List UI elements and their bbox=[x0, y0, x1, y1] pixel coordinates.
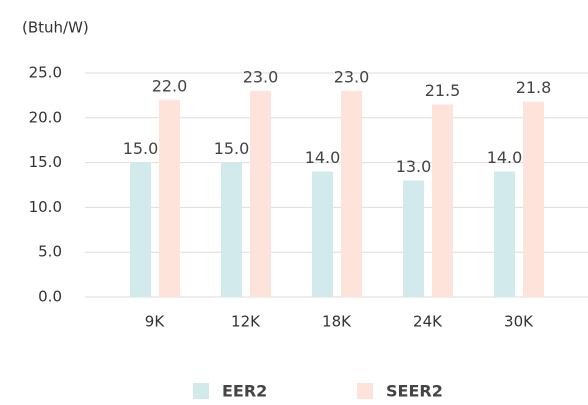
x-tick-label: 18K bbox=[322, 313, 352, 331]
y-tick-label: 5.0 bbox=[38, 243, 62, 261]
bar bbox=[130, 162, 151, 297]
x-tick-label: 30K bbox=[504, 313, 534, 331]
bar bbox=[432, 104, 453, 297]
value-label: 14.0 bbox=[487, 148, 523, 167]
value-label: 15.0 bbox=[214, 139, 250, 158]
bar bbox=[494, 171, 515, 297]
legend-swatch bbox=[357, 383, 373, 399]
value-label: 14.0 bbox=[305, 148, 341, 167]
bar bbox=[523, 101, 544, 297]
legend-label: SEER2 bbox=[386, 382, 443, 401]
bar bbox=[403, 180, 424, 297]
value-label: 22.0 bbox=[152, 76, 188, 95]
x-tick-label: 9K bbox=[145, 313, 166, 331]
y-axis-label: (Btuh/W) bbox=[22, 19, 89, 37]
y-tick-label: 0.0 bbox=[38, 288, 62, 306]
x-tick-label: 12K bbox=[231, 313, 261, 331]
value-label: 21.5 bbox=[425, 81, 461, 100]
legend-label: EER2 bbox=[222, 382, 267, 401]
bar bbox=[250, 90, 271, 297]
bar bbox=[159, 99, 180, 297]
value-label: 15.0 bbox=[123, 139, 159, 158]
value-label: 23.0 bbox=[243, 67, 279, 86]
y-tick-label: 25.0 bbox=[29, 64, 62, 82]
value-label: 23.0 bbox=[334, 67, 370, 86]
y-tick-label: 15.0 bbox=[29, 153, 62, 171]
legend-swatch bbox=[193, 383, 209, 399]
value-label: 21.8 bbox=[516, 78, 552, 97]
bar bbox=[221, 162, 242, 297]
y-tick-label: 20.0 bbox=[29, 108, 62, 126]
bar bbox=[341, 90, 362, 297]
value-label: 13.0 bbox=[396, 157, 432, 176]
y-tick-label: 10.0 bbox=[29, 198, 62, 216]
bar bbox=[312, 171, 333, 297]
x-tick-label: 24K bbox=[413, 313, 443, 331]
